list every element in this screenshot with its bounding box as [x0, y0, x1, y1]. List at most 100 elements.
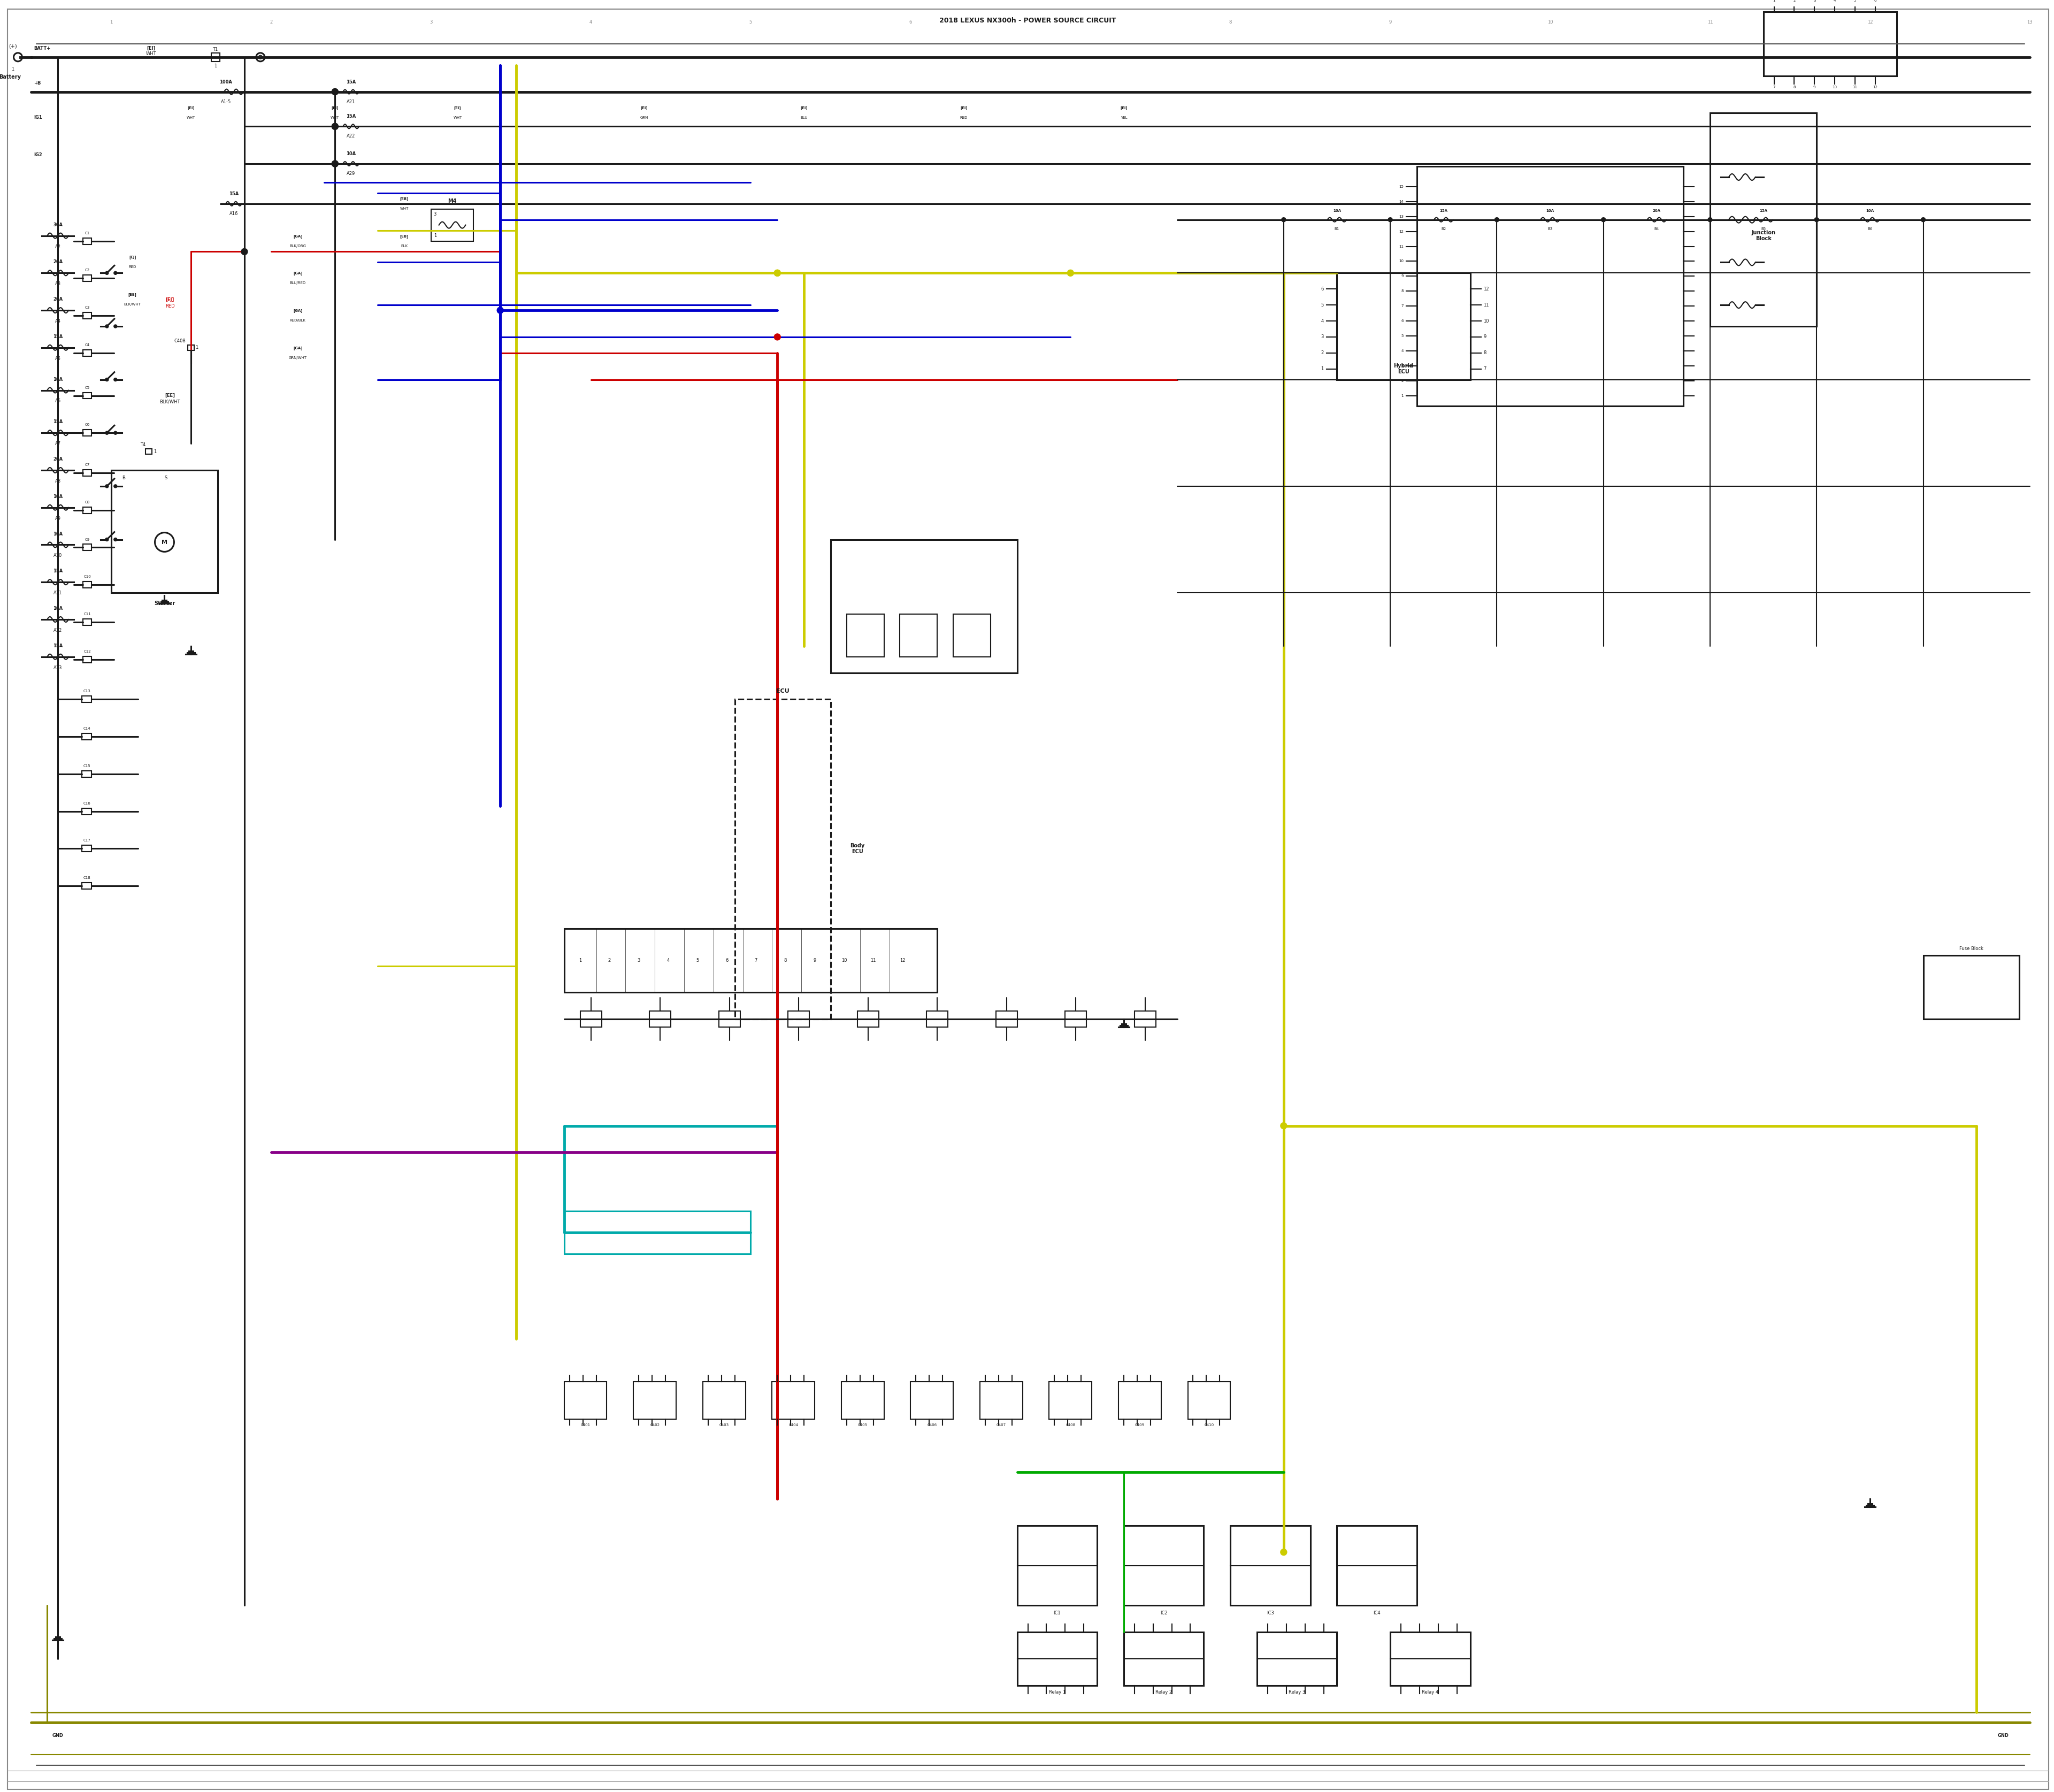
Text: YEL: YEL	[1119, 116, 1128, 120]
Text: C13: C13	[82, 690, 90, 694]
Text: 12: 12	[900, 959, 906, 962]
Bar	[1923, 955, 2019, 1020]
Text: 6: 6	[910, 20, 912, 25]
Bar	[82, 582, 92, 588]
Text: 3: 3	[637, 959, 641, 962]
Text: 4: 4	[1401, 349, 1403, 353]
Bar	[82, 618, 92, 625]
Text: 1: 1	[214, 63, 218, 68]
Text: C408: C408	[175, 339, 185, 344]
Text: 5: 5	[1321, 303, 1323, 308]
Text: 15A: 15A	[53, 643, 64, 649]
Text: C402: C402	[649, 1423, 659, 1426]
Text: Body
ECU: Body ECU	[850, 842, 865, 855]
Text: [EI]: [EI]	[331, 106, 339, 109]
Text: 4: 4	[1321, 319, 1323, 323]
Bar	[82, 470, 92, 477]
Text: C403: C403	[719, 1423, 729, 1426]
Text: A7: A7	[55, 441, 62, 446]
Text: 2: 2	[269, 20, 273, 25]
Text: C14: C14	[82, 728, 90, 731]
Text: A6: A6	[55, 400, 62, 403]
Text: B5: B5	[1760, 228, 1766, 231]
Circle shape	[240, 249, 249, 254]
Text: A8: A8	[55, 478, 62, 484]
Text: 12: 12	[1483, 287, 1489, 292]
Text: A13: A13	[53, 665, 62, 670]
Bar	[1391, 1633, 1471, 1686]
Text: GND: GND	[1999, 1733, 2009, 1738]
Text: 10A: 10A	[53, 376, 64, 382]
Text: 8: 8	[785, 959, 787, 962]
Bar	[1050, 1382, 1093, 1419]
Text: T4: T4	[140, 443, 146, 448]
Text: C408: C408	[1066, 1423, 1076, 1426]
Text: Junction
Block: Junction Block	[1752, 229, 1775, 242]
Text: 2: 2	[1793, 0, 1795, 2]
Text: A21: A21	[347, 99, 355, 104]
Text: [EI]: [EI]	[146, 47, 156, 50]
Bar	[1124, 1525, 1204, 1606]
Bar	[82, 808, 92, 815]
Bar	[187, 344, 195, 349]
Bar	[910, 1382, 953, 1419]
Bar	[1417, 167, 1684, 407]
Bar	[1230, 1525, 1310, 1606]
Text: A9: A9	[55, 516, 62, 521]
Text: A22: A22	[347, 134, 355, 138]
Text: A3: A3	[55, 281, 62, 287]
Text: 6: 6	[725, 959, 729, 962]
Text: IG1: IG1	[35, 115, 43, 120]
Text: 15A: 15A	[1760, 210, 1766, 211]
Text: A5: A5	[55, 357, 62, 360]
Text: 8: 8	[1228, 20, 1232, 25]
Text: 15A: 15A	[347, 115, 355, 118]
Bar	[772, 1382, 815, 1419]
Text: 12: 12	[1867, 20, 1873, 25]
Text: [GA]: [GA]	[294, 271, 302, 276]
Text: [GA]: [GA]	[294, 235, 302, 238]
Bar	[82, 430, 92, 435]
Text: [EB]: [EB]	[401, 197, 409, 201]
Text: RED: RED	[129, 265, 136, 269]
Text: 10: 10	[1832, 86, 1836, 88]
Text: 6: 6	[1873, 0, 1877, 2]
Bar	[82, 349, 92, 357]
Bar	[1119, 1382, 1161, 1419]
Text: [EB]: [EB]	[401, 235, 409, 238]
Circle shape	[497, 306, 503, 314]
Text: [EJ]: [EJ]	[166, 297, 175, 303]
Text: IC1: IC1	[1054, 1611, 1060, 1616]
Circle shape	[113, 324, 117, 328]
Text: 7: 7	[1483, 367, 1487, 371]
Circle shape	[1495, 217, 1499, 222]
Text: 1: 1	[1321, 367, 1323, 371]
Bar	[431, 210, 474, 240]
Text: C11: C11	[84, 613, 90, 616]
Text: 11: 11	[1483, 303, 1489, 308]
Text: 10: 10	[842, 959, 846, 962]
Text: A16: A16	[230, 211, 238, 217]
Text: BLK/WHT: BLK/WHT	[160, 400, 181, 405]
Text: 20A: 20A	[53, 457, 64, 462]
Text: 11: 11	[871, 959, 877, 962]
Text: B3: B3	[1547, 228, 1553, 231]
Text: 1: 1	[195, 346, 197, 349]
Bar	[82, 276, 92, 281]
Bar	[1187, 1382, 1230, 1419]
Text: WHT: WHT	[187, 116, 195, 120]
Circle shape	[105, 538, 109, 541]
Text: C17: C17	[82, 839, 90, 842]
Text: C9: C9	[84, 538, 90, 541]
Text: 7: 7	[1068, 20, 1072, 25]
Text: 20A: 20A	[53, 260, 64, 265]
Text: 10: 10	[1399, 260, 1403, 263]
Text: B2: B2	[1442, 228, 1446, 231]
Text: 7: 7	[1773, 86, 1775, 88]
Circle shape	[333, 124, 339, 129]
Text: 10A: 10A	[347, 152, 355, 156]
Circle shape	[1389, 217, 1393, 222]
Text: 6: 6	[1401, 319, 1403, 323]
Text: B6: B6	[1867, 228, 1873, 231]
Text: C410: C410	[1204, 1423, 1214, 1426]
